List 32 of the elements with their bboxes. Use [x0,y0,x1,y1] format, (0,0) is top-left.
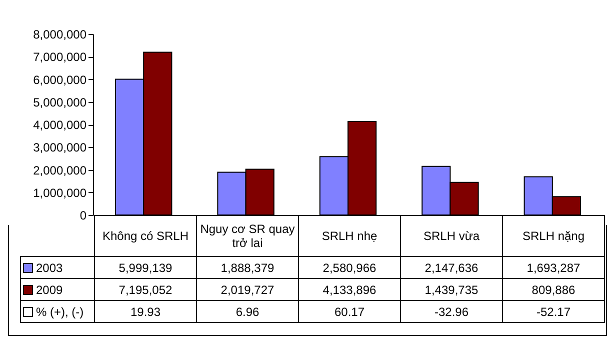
y-tick-label: 5,000,000 [33,95,87,110]
data-label: 1,693,287 [502,256,604,278]
y-tick-label: 6,000,000 [33,72,87,87]
x-tick-label: SRLH vừa [400,216,502,256]
data-label: 2,147,636 [400,256,502,278]
x-tick-label: Nguy cơ SR quay trở lai [196,216,298,256]
x-tick-label: Không có SRLH [94,216,196,256]
data-label: 7,195,052 [94,278,196,300]
y-tick-label: 8,000,000 [33,28,87,42]
data-label: 1,888,379 [196,256,298,278]
data-label: 4,133,896 [298,278,400,300]
data-label: 5,999,139 [94,256,196,278]
legend-label: 2003 [20,256,94,278]
y-tick-label: 0 [80,208,87,222]
text: 6.96 [196,300,298,322]
x-tick-label: SRLH nặng [502,216,604,256]
text: -52.17 [502,300,604,322]
x-tick-label: SRLH nhẹ [298,216,400,256]
data-label: 1,439,735 [400,278,502,300]
text: % (+), (-) [20,300,94,322]
y-tick-label: 1,000,000 [33,186,87,200]
legend-label: 2009 [20,278,94,300]
y-tick-label: 7,000,000 [33,50,87,64]
data-label: 809,886 [502,278,604,300]
y-tick-label: 4,000,000 [33,118,87,132]
text: 60.17 [298,300,400,322]
text: 19.93 [94,300,196,322]
y-tick-label: 2,000,000 [33,163,87,178]
data-label: 2,019,727 [196,278,298,300]
data-label: 2,580,966 [298,256,400,278]
text: -32.96 [400,300,502,322]
y-tick-label: 3,000,000 [33,140,87,155]
